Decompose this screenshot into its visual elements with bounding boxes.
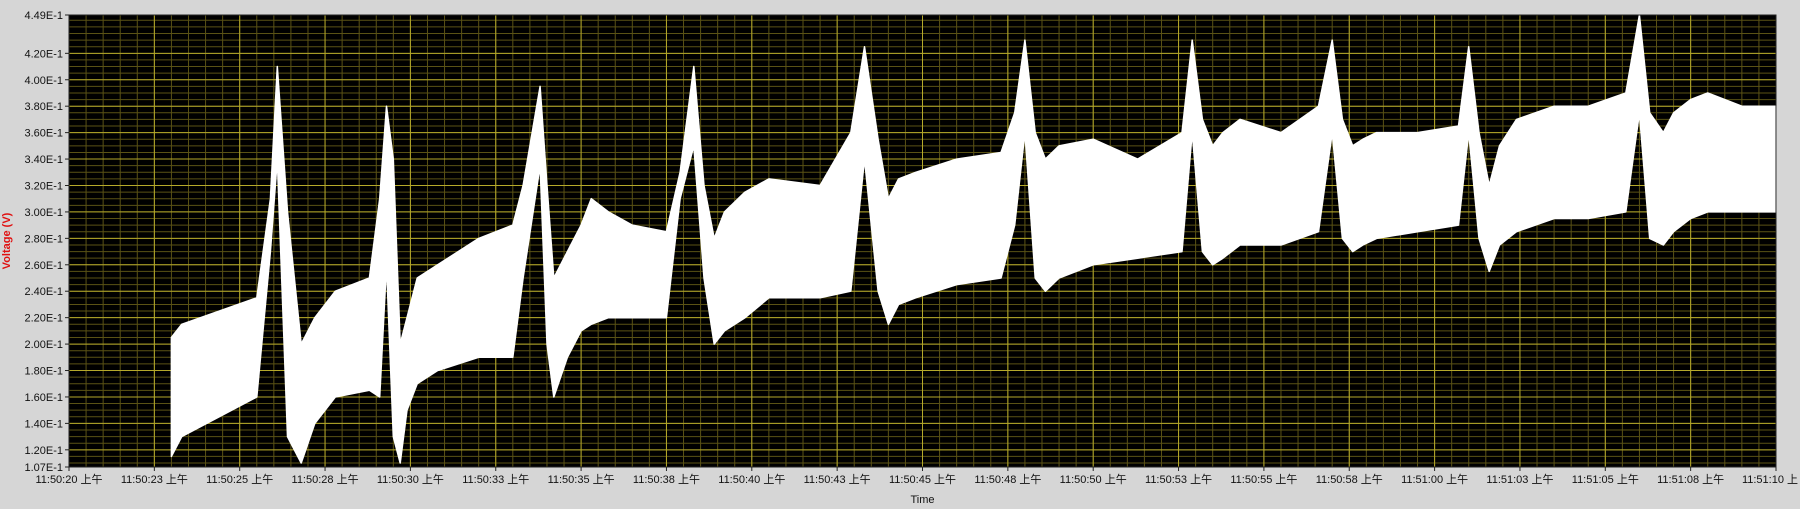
y-tick-label: 3.40E-1	[24, 154, 63, 166]
y-tick-label: 4.20E-1	[24, 48, 63, 60]
x-tick-label: 11:50:43 上午	[804, 473, 871, 486]
y-axis-label: Voltage (V)	[1, 212, 13, 269]
x-tick-label: 11:50:40 上午	[718, 473, 785, 486]
y-tick-label: 1.40E-1	[24, 418, 63, 430]
y-tick-label: 1.07E-1	[24, 462, 63, 474]
y-tick-label: 3.20E-1	[24, 180, 63, 192]
x-tick-label: 11:51:03 上午	[1486, 473, 1553, 486]
y-tick-label: 2.60E-1	[24, 260, 63, 272]
x-tick-label: 11:50:30 上午	[377, 473, 444, 486]
x-tick-label: 11:51:00 上午	[1401, 473, 1468, 486]
y-tick-label: 2.20E-1	[24, 313, 63, 325]
y-tick-label: 2.80E-1	[24, 233, 63, 245]
x-tick-label: 11:50:28 上午	[292, 473, 359, 486]
x-tick-label: 11:50:53 上午	[1145, 473, 1212, 486]
x-tick-label: 11:50:35 上午	[548, 473, 615, 486]
y-tick-label: 1.80E-1	[24, 366, 63, 378]
y-tick-label: 2.40E-1	[24, 286, 63, 298]
x-tick-label: 11:51:05 上午	[1572, 473, 1639, 486]
x-tick-label: 11:50:23 上午	[121, 473, 188, 486]
y-tick-label: 3.00E-1	[24, 207, 63, 219]
x-tick-label: 11:50:25 上午	[206, 473, 273, 486]
x-axis-label: Time	[910, 494, 934, 504]
x-tick-label: 11:50:55 上午	[1230, 473, 1297, 486]
y-tick-label: 4.49E-1	[24, 10, 63, 22]
y-tick-label: 3.60E-1	[24, 128, 63, 140]
x-tick-label: 11:50:33 上午	[462, 473, 529, 486]
x-tick-label: 11:50:45 上午	[889, 473, 956, 486]
x-tick-label: 11:50:50 上午	[1060, 473, 1127, 486]
x-tick-label: 11:50:58 上午	[1316, 473, 1383, 486]
x-tick-label: 11:50:38 上午	[633, 473, 700, 486]
x-tick-label: 11:50:48 上午	[974, 473, 1041, 486]
x-tick-label: 11:51:10 上	[1742, 473, 1798, 486]
y-tick-label: 2.00E-1	[24, 339, 63, 351]
y-tick-label: 3.80E-1	[24, 101, 63, 113]
x-tick-label: 11:51:08 上午	[1657, 473, 1724, 486]
y-tick-label: 1.20E-1	[24, 445, 63, 457]
y-tick-label: 1.60E-1	[24, 392, 63, 404]
y-tick-label: 4.00E-1	[24, 75, 63, 87]
x-tick-label: 11:50:20 上午	[35, 473, 102, 486]
